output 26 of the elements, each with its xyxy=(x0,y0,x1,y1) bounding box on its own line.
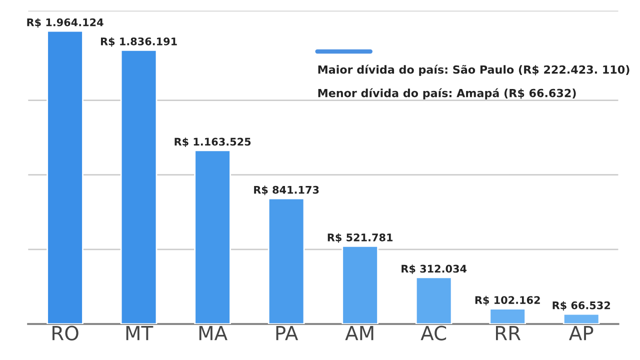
x-tick-label: AP xyxy=(569,326,594,340)
x-tick-label: RO xyxy=(52,326,78,340)
annotation: Maior dívida do país: São Paulo (R$ 222.423. 110) xyxy=(318,64,630,76)
bar xyxy=(268,198,305,324)
data-label: R$ 841.173 xyxy=(254,186,319,196)
x-tick-label: MA xyxy=(199,326,228,340)
x-tick-label: AC xyxy=(420,326,446,340)
x-tick-label: MT xyxy=(126,326,154,340)
x-tick-label: PA xyxy=(276,326,298,340)
x-tick-label: RR xyxy=(496,326,521,340)
bar xyxy=(46,30,84,324)
bar xyxy=(562,313,600,324)
data-label: R$ 1.836.191 xyxy=(100,37,177,47)
x-tick-label: AM xyxy=(345,326,374,340)
data-label: R$ 1.964.124 xyxy=(27,18,104,28)
data-label: R$ 102.162 xyxy=(475,296,540,306)
annotation: Menor dívida do país: Amapá (R$ 66.632) xyxy=(318,88,576,100)
bar xyxy=(415,276,452,324)
bar xyxy=(489,308,526,324)
bar xyxy=(194,150,231,324)
data-label: R$ 312.034 xyxy=(402,264,467,274)
bar xyxy=(342,245,378,324)
data-label: R$ 66.532 xyxy=(552,301,610,311)
data-label: R$ 521.781 xyxy=(328,233,393,243)
data-label: R$ 1.163.525 xyxy=(174,138,251,148)
bar xyxy=(120,49,158,324)
